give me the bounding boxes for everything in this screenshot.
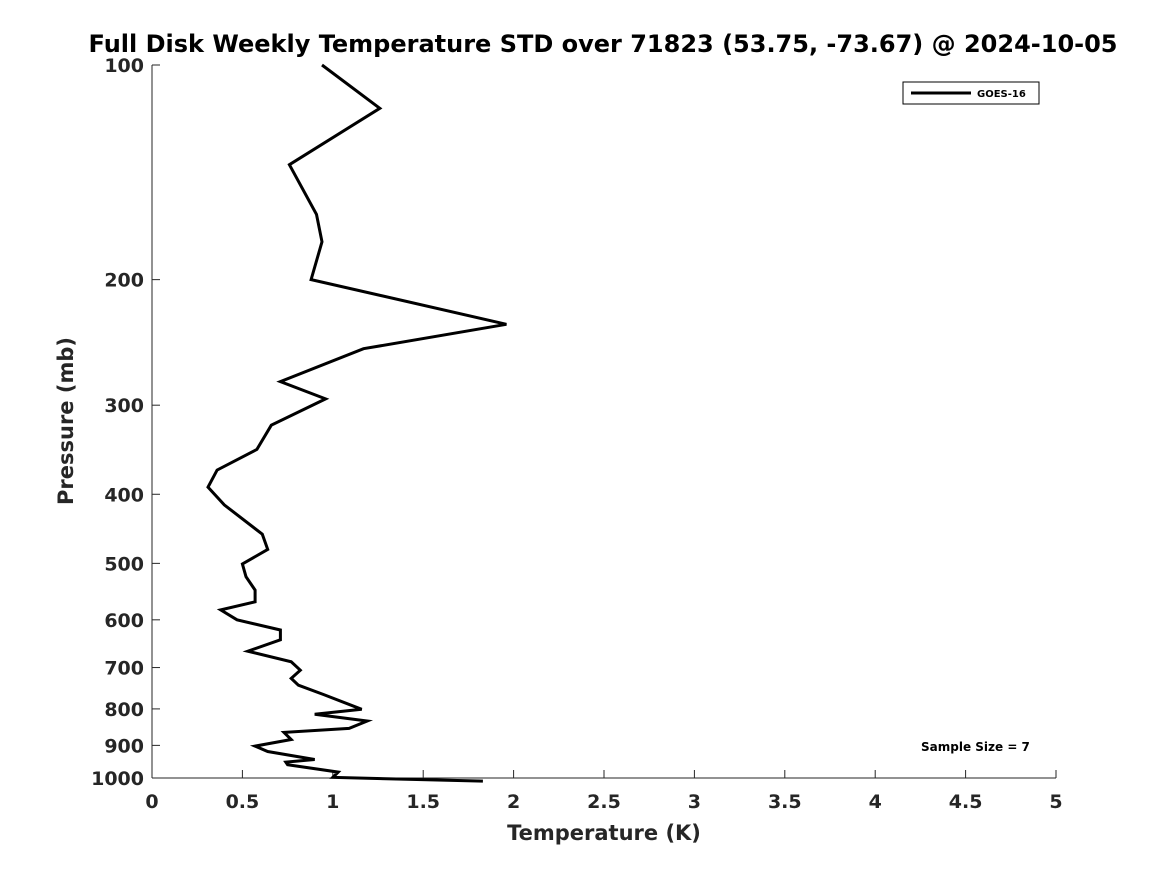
x-tick-label: 1	[326, 791, 339, 813]
x-tick-label: 3	[688, 791, 701, 813]
x-tick-label: 0	[145, 791, 158, 813]
x-ticks: 0 0.5 1 1.5 2 2.5 3 3.5 4 4.5 5	[145, 770, 1063, 813]
series-line-goes-16	[206, 63, 507, 783]
legend: GOES-16	[902, 81, 1040, 105]
chart-title: Full Disk Weekly Temperature STD over 71…	[89, 30, 1118, 58]
sample-size-annotation: Sample Size = 7	[921, 740, 1030, 754]
plot-area	[152, 65, 1056, 778]
y-tick-label: 500	[104, 553, 144, 575]
x-tick-label: 2.5	[587, 791, 621, 813]
series-layer	[206, 63, 507, 783]
y-tick-label: 400	[104, 484, 144, 506]
y-tick-label: 900	[104, 735, 144, 757]
y-tick-label: 700	[104, 658, 144, 680]
x-tick-label: 3.5	[768, 791, 802, 813]
y-axis-label: Pressure (mb)	[54, 337, 78, 505]
x-tick-label: 2	[507, 791, 520, 813]
x-tick-label: 1.5	[406, 791, 440, 813]
y-ticks: 100 200 300 400 500 600 700 800 900 1000	[91, 55, 160, 790]
x-tick-label: 0.5	[226, 791, 260, 813]
y-tick-label: 100	[104, 55, 144, 77]
y-tick-label: 1000	[91, 768, 144, 790]
y-tick-label: 800	[104, 699, 144, 721]
legend-label: GOES-16	[977, 89, 1026, 100]
x-axis-label: Temperature (K)	[507, 821, 701, 845]
y-tick-label: 600	[104, 610, 144, 632]
y-tick-label: 300	[104, 395, 144, 417]
y-tick-label: 200	[104, 270, 144, 292]
x-tick-label: 5	[1049, 791, 1062, 813]
x-tick-label: 4	[869, 791, 882, 813]
x-tick-label: 4.5	[949, 791, 983, 813]
